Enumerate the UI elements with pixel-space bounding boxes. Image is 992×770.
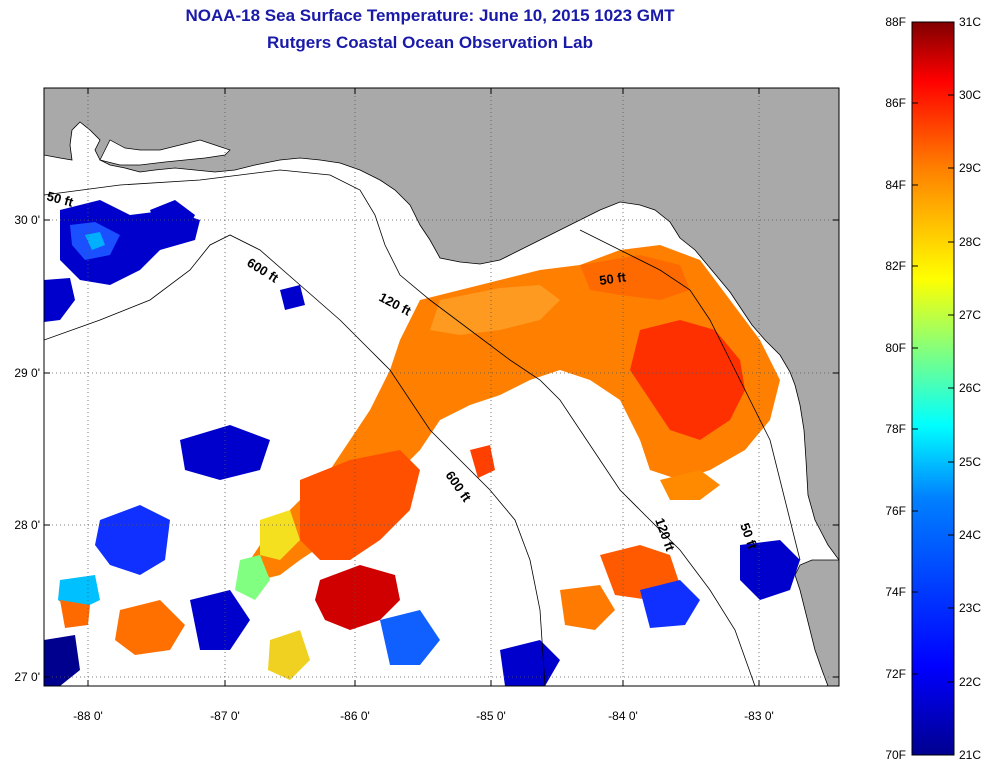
map-frame [43,87,840,687]
lat-tick-label: 30 0' [14,213,40,227]
colorbar-ticks [912,21,954,756]
frame-ticks [44,88,839,686]
colorbar-label-f: 88F [885,15,906,29]
peninsula [794,559,839,686]
colorbar-label-c: 31C [959,15,981,29]
colorbar-label-c: 22C [959,675,981,689]
contour-label: 50 ft [598,269,627,288]
contour-label: 50 ft [45,188,75,210]
lat-tick-label: 29 0' [14,366,40,380]
bay-outline [99,139,231,166]
colorbar-label-f: 84F [885,178,906,192]
map-subtitle: Rutgers Coastal Ocean Observation Lab [267,33,593,52]
lon-tick-label: -88 0' [73,709,103,723]
colorbar-label-f: 86F [885,96,906,110]
lon-tick-label: -85 0' [476,709,506,723]
colorbar-label-f: 70F [885,748,906,762]
colorbar-label-f: 72F [885,667,906,681]
colorbar-label-c: 28C [959,235,981,249]
colorbar-label-f: 80F [885,341,906,355]
colorbar-label-c: 25C [959,455,981,469]
sst-data-layer [44,200,800,686]
colorbar-label-f: 76F [885,504,906,518]
colorbar-label-c: 21C [959,748,981,762]
map-title: NOAA-18 Sea Surface Temperature: June 10… [185,6,675,25]
colorbar-label-f: 82F [885,259,906,273]
lon-tick-label: -86 0' [340,709,370,723]
colorbar-label-c: 24C [959,528,981,542]
colorbar-label-c: 27C [959,308,981,322]
colorbar-label-c: 23C [959,601,981,615]
lat-tick-label: 27 0' [14,670,40,684]
lon-tick-label: -84 0' [608,709,638,723]
colorbar-label-c: 26C [959,381,981,395]
colorbar-label-f: 74F [885,585,906,599]
colorbar-label-c: 29C [959,161,981,175]
colorbar-label-f: 78F [885,422,906,436]
colorbar [911,21,955,756]
land-mass [44,88,839,561]
depth-contours [44,169,801,686]
graticule [44,88,839,686]
lon-tick-label: -83 0' [744,709,774,723]
lat-tick-label: 28 0' [14,518,40,532]
lon-tick-label: -87 0' [210,709,240,723]
colorbar-label-c: 30C [959,88,981,102]
